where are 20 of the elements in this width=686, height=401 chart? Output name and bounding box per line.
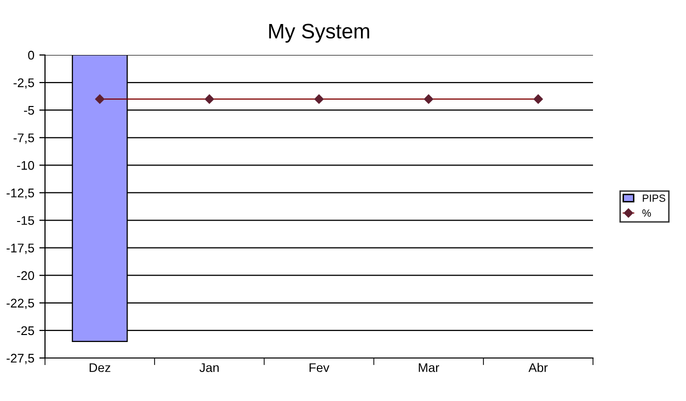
y-tick-label: -25 — [17, 326, 34, 336]
y-tick-label: 0 — [28, 50, 34, 60]
y-tick-label: -10 — [17, 160, 34, 170]
y-tick-label: -22,5 — [6, 298, 34, 310]
legend-label: PIPS — [642, 194, 666, 202]
x-tick-label: Jan — [200, 363, 219, 372]
x-tick-label: Abr — [528, 362, 548, 372]
y-tick-label: -5 — [24, 106, 34, 115]
y-tick-label: -15 — [17, 216, 34, 225]
y-tick-label: -27,5 — [6, 354, 34, 364]
y-tick-label: -12,5 — [6, 188, 34, 199]
x-tick-label: Mar — [418, 363, 440, 372]
y-tick-label: -17,5 — [6, 244, 34, 254]
y-tick-label: -7,5 — [14, 134, 34, 144]
x-tick-label: Dez — [90, 363, 110, 372]
x-tick-label: Fev — [310, 363, 330, 372]
y-tick-label: -20 — [17, 271, 34, 280]
legend-label: % — [642, 209, 651, 217]
chart-title: My System — [269, 24, 370, 43]
y-tick-label: -2,5 — [14, 78, 34, 89]
